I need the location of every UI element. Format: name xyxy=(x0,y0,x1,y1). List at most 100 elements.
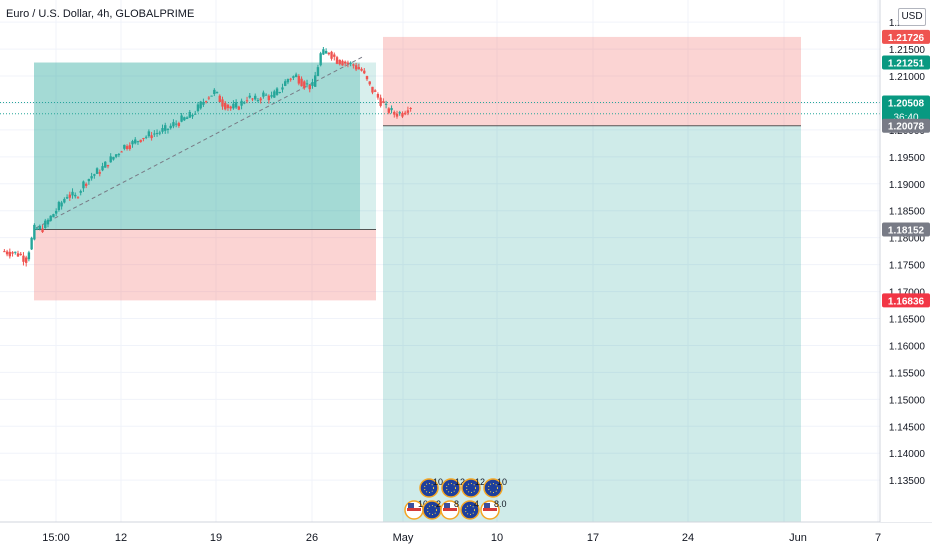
candle-body xyxy=(84,183,88,186)
candle-body xyxy=(273,91,276,98)
event-icon-eu-count: 12 xyxy=(455,477,465,487)
candle-body xyxy=(172,122,175,127)
candle-body xyxy=(224,102,227,110)
candle-body xyxy=(294,74,298,77)
candle-body xyxy=(330,51,333,59)
candle-body xyxy=(275,88,279,95)
price-label-countdown: 36:40 xyxy=(893,113,918,124)
event-icon-us-count: 4 xyxy=(474,499,479,509)
candle-body xyxy=(398,112,401,114)
candle-body xyxy=(60,202,63,207)
candle-body xyxy=(251,98,254,100)
event-icon-eu-circle xyxy=(483,478,503,498)
candle-body xyxy=(354,65,358,70)
candle-body xyxy=(87,178,91,182)
long-profit-zone-tail xyxy=(360,62,376,230)
price-label: 1.18152 xyxy=(888,225,925,236)
event-icon-us-stars xyxy=(427,505,437,515)
candle-body xyxy=(248,95,251,98)
event-icon-eu-stars xyxy=(488,483,498,493)
candle-body xyxy=(185,117,189,119)
candle-body xyxy=(341,60,344,66)
y-tick-label: 1.21000 xyxy=(889,72,926,83)
candle-body xyxy=(196,104,200,112)
candle-body xyxy=(232,103,235,109)
candle-body xyxy=(240,100,243,106)
candle-body xyxy=(8,251,12,257)
candle-body xyxy=(286,79,290,83)
event-icon-eu-circle xyxy=(461,478,481,498)
currency-button[interactable]: USD xyxy=(898,8,926,26)
candle-body xyxy=(65,197,69,199)
candle-body xyxy=(57,202,61,211)
long-stop-zone xyxy=(34,229,376,301)
candle-body xyxy=(199,101,202,109)
event-icon-us-stripe xyxy=(407,508,421,511)
candle-body xyxy=(79,191,82,193)
x-tick-label: 26 xyxy=(306,532,318,544)
y-tick-label: 1.19000 xyxy=(889,180,926,191)
candle-body xyxy=(365,76,369,80)
price-label-bg xyxy=(882,55,930,70)
y-tick-label: 1.17500 xyxy=(889,261,926,272)
event-icon-us-count: 2 xyxy=(436,499,441,509)
candle-body xyxy=(153,133,156,135)
x-tick-label: 12 xyxy=(115,532,127,544)
candle-body xyxy=(46,219,50,225)
candle-body xyxy=(194,113,197,115)
candle-body xyxy=(191,114,194,117)
x-tick-label: Jun xyxy=(789,532,807,544)
candle-body xyxy=(109,156,112,163)
candle-body xyxy=(134,139,137,144)
x-tick-label: 17 xyxy=(587,532,599,544)
candle-body xyxy=(245,100,249,102)
candle-body xyxy=(371,86,374,93)
short-stop-zone xyxy=(383,36,801,126)
candle-body xyxy=(125,146,129,149)
event-icon-us-stripe xyxy=(483,508,497,511)
x-tick-label: 7 xyxy=(875,532,881,544)
candle-body xyxy=(376,94,380,98)
y-tick-label: 1.16500 xyxy=(889,315,926,326)
candle-body xyxy=(338,59,341,65)
candle-body xyxy=(284,81,287,86)
candle-body xyxy=(147,131,151,137)
candle-body xyxy=(98,172,101,174)
candle-body xyxy=(120,151,123,153)
candle-body xyxy=(123,144,126,149)
candle-body xyxy=(158,132,161,134)
candle-body xyxy=(68,194,72,198)
candle-body xyxy=(164,125,167,131)
candle-body xyxy=(114,154,118,157)
candle-body xyxy=(270,95,273,97)
candle-body xyxy=(95,168,99,174)
candle-body xyxy=(131,141,134,145)
candle-body xyxy=(349,62,352,64)
candle-body xyxy=(210,95,213,97)
candle-body xyxy=(393,111,396,115)
candle-body xyxy=(327,52,331,55)
candle-body xyxy=(324,50,328,54)
candle-body xyxy=(267,95,271,101)
short-profit-zone xyxy=(383,125,801,522)
candle-body xyxy=(387,108,391,113)
candle-body xyxy=(314,75,317,87)
candle-body xyxy=(256,100,260,102)
candle-body xyxy=(177,123,181,127)
event-icon-eu-stars xyxy=(466,483,476,493)
candle-body xyxy=(281,87,284,90)
candle-body xyxy=(166,128,170,130)
candle-body xyxy=(52,214,55,218)
price-label-bg xyxy=(882,222,930,237)
candle-body xyxy=(174,123,178,125)
candle-body xyxy=(316,67,320,77)
y-tick-label: 1.17000 xyxy=(889,288,926,299)
event-icon-eu-circle xyxy=(419,478,439,498)
candle-body xyxy=(303,81,306,89)
event-icon-us-canton xyxy=(408,503,414,508)
candle-body xyxy=(30,237,33,250)
candle-body xyxy=(343,61,347,64)
candle-body xyxy=(101,166,104,171)
